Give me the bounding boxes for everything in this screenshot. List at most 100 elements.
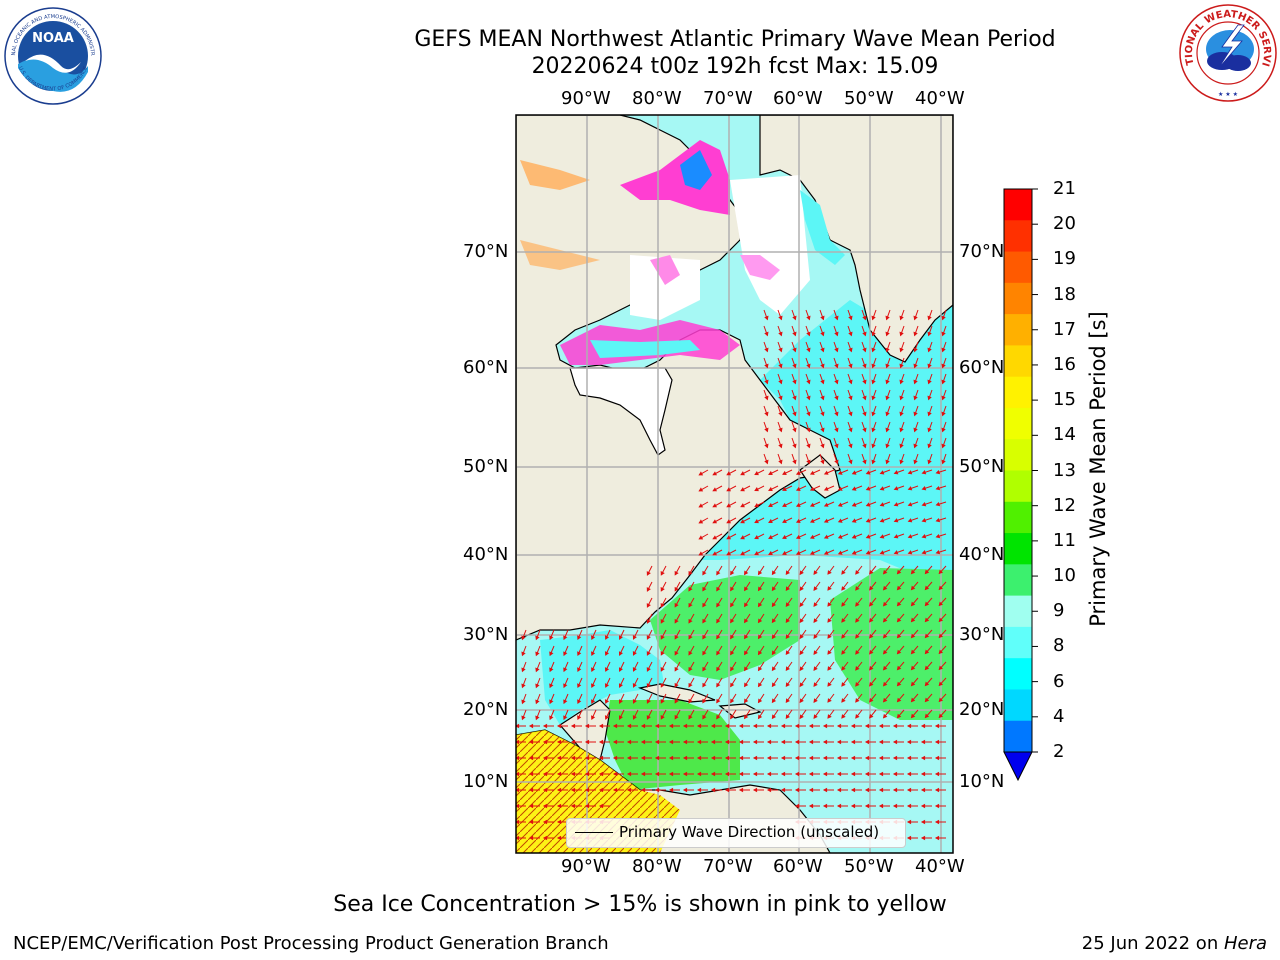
colorbar-tick-label: 2 bbox=[1053, 741, 1065, 762]
wave-arrow-head bbox=[892, 771, 898, 777]
wave-arrow-head bbox=[612, 739, 618, 745]
lat-label-left-20n: 20°N bbox=[463, 699, 509, 720]
wave-arrow-head bbox=[869, 585, 874, 591]
wave-arrow-head bbox=[771, 586, 777, 592]
wave-arrow-head bbox=[896, 681, 902, 687]
wave-arrow-head bbox=[542, 835, 548, 841]
wave-arrow-head bbox=[899, 331, 904, 337]
wave-arrow-head bbox=[577, 667, 582, 673]
ocean-caribbean bbox=[605, 700, 740, 790]
wave-arrow-head bbox=[882, 713, 888, 719]
wave-arrow-head bbox=[516, 755, 520, 761]
wave-arrow-head bbox=[896, 713, 902, 719]
wave-arrow-head bbox=[794, 755, 800, 761]
wave-arrow-head bbox=[688, 714, 693, 720]
wave-arrow-head bbox=[768, 502, 773, 508]
wave-arrow-head bbox=[934, 803, 940, 809]
colorbar-segment bbox=[1004, 282, 1032, 315]
wave-arrow-head bbox=[855, 665, 860, 671]
wave-arrow-head bbox=[899, 427, 904, 433]
wave-arrow-head bbox=[660, 698, 665, 704]
wave-arrow-head bbox=[726, 503, 732, 508]
wave-arrow-head bbox=[864, 787, 870, 793]
wave-arrow-head bbox=[604, 651, 610, 656]
wave-arrow-head bbox=[907, 550, 913, 555]
wave-arrow-head bbox=[869, 649, 874, 655]
wave-arrow-head bbox=[521, 635, 526, 641]
wave-arrow-head bbox=[934, 739, 940, 745]
wave-arrow-head bbox=[542, 787, 548, 793]
wave-arrow-head bbox=[882, 617, 888, 623]
wave-arrow-head bbox=[724, 739, 730, 745]
wave-arrow-head bbox=[850, 787, 856, 793]
wave-arrow-head bbox=[785, 586, 790, 592]
wave-arrow-head bbox=[521, 683, 526, 689]
lat-label-right-10n: 10°N bbox=[959, 771, 1005, 792]
wave-arrow-head bbox=[716, 634, 721, 640]
wave-arrow-head bbox=[738, 771, 744, 777]
colorbar-tick-label: 13 bbox=[1053, 459, 1076, 481]
wave-arrow-head bbox=[899, 315, 904, 321]
wave-arrow-head bbox=[757, 682, 763, 688]
colorbar-tick-label: 11 bbox=[1053, 529, 1076, 551]
wave-arrow-head bbox=[556, 835, 562, 841]
wave-arrow-head bbox=[702, 618, 707, 624]
wave-arrow-head bbox=[646, 667, 651, 672]
wave-arrow-head bbox=[516, 723, 520, 729]
wave-arrow-head bbox=[906, 787, 912, 793]
wave-arrow-head bbox=[851, 518, 857, 523]
wave-arrow-head bbox=[730, 586, 735, 592]
wave-arrow-head bbox=[563, 699, 568, 705]
wave-arrow-head bbox=[535, 651, 540, 657]
wave-arrow-head bbox=[698, 503, 704, 508]
wave-arrow-head bbox=[712, 535, 718, 540]
wave-arrow-head bbox=[806, 411, 811, 417]
wave-arrow-head bbox=[618, 715, 623, 720]
wave-arrow-head bbox=[778, 427, 783, 433]
wave-arrow-head bbox=[740, 471, 745, 476]
wave-arrow-head bbox=[862, 459, 867, 465]
wave-arrow-head bbox=[778, 315, 783, 321]
wave-arrow-head bbox=[834, 347, 839, 353]
wave-arrow-head bbox=[927, 379, 932, 385]
wave-arrow-head bbox=[871, 315, 876, 321]
wave-arrow-head bbox=[799, 714, 804, 720]
noaa-logo-text: NOAA bbox=[32, 31, 74, 46]
wave-arrow-head bbox=[882, 601, 888, 607]
wave-arrow-head bbox=[837, 518, 843, 523]
wave-arrow-head bbox=[730, 666, 735, 672]
lat-label-left-40n: 40°N bbox=[463, 544, 509, 565]
wave-arrow-head bbox=[813, 586, 818, 591]
wave-arrow-head bbox=[780, 771, 786, 777]
wave-arrow-head bbox=[906, 771, 912, 777]
wave-arrow-head bbox=[730, 682, 735, 688]
wave-arrow-head bbox=[795, 518, 801, 523]
wave-arrow-head bbox=[927, 315, 932, 321]
wave-arrow-head bbox=[549, 699, 554, 705]
lon-label-top-40w: 40°W bbox=[915, 88, 965, 109]
wave-arrow-head bbox=[744, 650, 749, 656]
wave-arrow-head bbox=[938, 713, 944, 719]
wave-arrow-head bbox=[674, 698, 679, 704]
wave-arrow-head bbox=[864, 723, 870, 729]
wave-arrow-head bbox=[935, 517, 941, 523]
wave-arrow-head bbox=[906, 739, 912, 745]
colorbar-tick-label: 16 bbox=[1053, 353, 1076, 375]
wave-arrow-head bbox=[778, 411, 783, 417]
wave-arrow-head bbox=[808, 803, 814, 809]
wave-arrow-head bbox=[795, 470, 801, 475]
wave-arrow-head bbox=[528, 787, 534, 793]
wave-arrow-head bbox=[882, 585, 888, 591]
wave-arrow-head bbox=[584, 787, 590, 793]
wave-arrow-head bbox=[542, 739, 548, 745]
wave-arrow-head bbox=[906, 803, 912, 809]
map-frame bbox=[515, 114, 954, 854]
wave-arrow-head bbox=[871, 331, 876, 337]
colorbar-segment bbox=[1004, 345, 1032, 378]
wave-arrow-head bbox=[612, 723, 618, 729]
wave-arrow-head bbox=[935, 533, 941, 539]
wave-arrow-head bbox=[841, 666, 846, 671]
noaa-logo: NOAA NATIONAL OCEANIC AND ATMOSPHERIC AD… bbox=[3, 6, 102, 105]
wave-arrow-head bbox=[598, 771, 604, 777]
wave-arrow-head bbox=[799, 698, 804, 704]
